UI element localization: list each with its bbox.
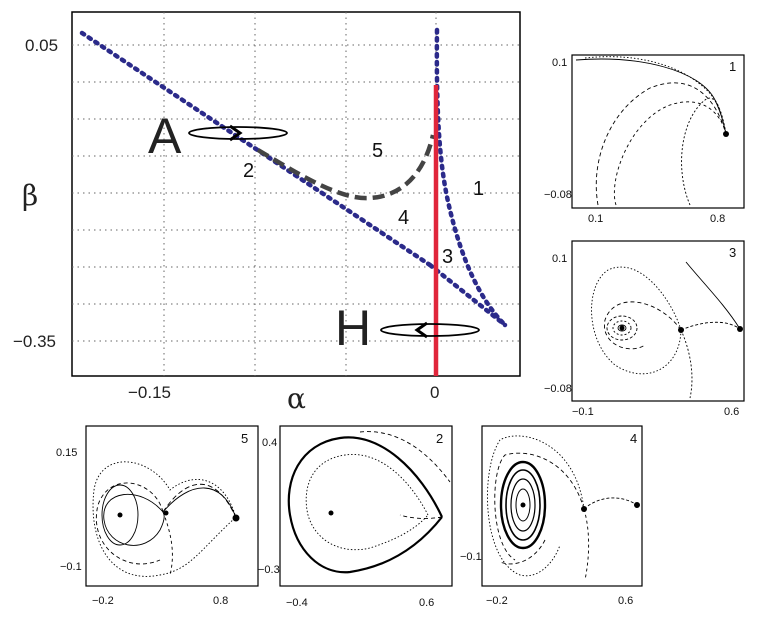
inset-4-node-point <box>634 502 640 508</box>
point-label-A: A <box>148 108 182 164</box>
inset-phase-portrait-2: 2 0.4 −0.3 −0.4 0.6 <box>258 425 453 609</box>
inset-4-cycle <box>515 488 531 522</box>
orbit-symbol-H <box>380 321 480 339</box>
inset-5-focus-point <box>117 512 123 518</box>
inset-4-cycle <box>510 478 536 532</box>
inset-4-saddle-point <box>581 506 587 512</box>
inset-3-frame <box>571 240 745 402</box>
inset-5-trajectory <box>96 482 164 565</box>
inset-4-focus-point <box>520 502 526 508</box>
inset-2-x-right: 0.6 <box>419 597 434 609</box>
x-tick-0: 0 <box>430 383 439 402</box>
region-label-4: 4 <box>398 207 409 229</box>
inset-4-trajectory <box>494 452 585 561</box>
point-label-H: H <box>335 300 371 356</box>
inset-5-node-point <box>232 514 240 522</box>
inset-5-saddle-point <box>163 510 169 516</box>
x-tick-neg0.15: −0.15 <box>128 383 171 402</box>
inset-1-x-right: 0.8 <box>710 213 725 225</box>
inset-3-trajectory <box>591 266 682 375</box>
inset-3-x-right: 0.6 <box>724 406 739 418</box>
main-grid <box>72 12 520 376</box>
inset-4-x-right: 0.6 <box>618 595 633 607</box>
inset-2-trajectory <box>305 454 429 551</box>
inset-2-y-top: 0.4 <box>262 437 277 449</box>
inset-5-x-right: 0.8 <box>213 595 228 607</box>
y-axis-label: β <box>22 179 38 212</box>
inset-5-trajectory <box>92 461 237 577</box>
inset-4-cycle <box>505 469 541 541</box>
inset-3-trajectory <box>680 321 741 331</box>
inset-3-spiral <box>606 315 638 341</box>
inset-4-trajectory <box>583 508 590 581</box>
inset-2-y-bottom: −0.3 <box>258 564 280 576</box>
inset-3-saddle-point <box>678 327 684 333</box>
inset-3-y-top: 0.1 <box>552 253 567 265</box>
inset-1-trajectory <box>613 101 727 206</box>
region-label-1: 1 <box>473 178 484 200</box>
inset-4-y-bottom: −0.1 <box>460 551 482 563</box>
dashed-homoclinic-curve <box>256 134 436 201</box>
inset-3-trajectory <box>685 261 741 330</box>
inset-5-trajectory <box>162 487 237 519</box>
inset-4-trajectory <box>583 497 638 510</box>
inset-4-number: 4 <box>630 431 637 446</box>
inset-phase-portrait-1: 1 0.1 −0.08 0.1 0.8 <box>544 54 745 225</box>
inset-phase-portrait-5: 5 0.15 −0.1 −0.2 0.8 <box>56 425 259 607</box>
inset-1-fixed-point <box>723 131 729 137</box>
main-plot-frame <box>71 11 521 377</box>
inset-4-trajectory <box>499 539 546 565</box>
inset-2-frame <box>279 425 453 587</box>
inset-phase-portrait-4: 4 −0.1 −0.2 0.6 <box>460 425 643 607</box>
inset-3-node-point <box>737 326 743 332</box>
inset-3-trajectory <box>604 301 682 350</box>
inset-5-trajectory <box>162 511 173 576</box>
inset-1-x-left: 0.1 <box>588 213 603 225</box>
inset-2-trajectory <box>399 514 443 519</box>
inset-3-number: 3 <box>729 245 736 260</box>
inset-5-number: 5 <box>241 431 248 446</box>
inset-1-trajectory <box>595 82 727 206</box>
inset-5-y-top: 0.15 <box>56 447 77 459</box>
inset-1-frame <box>571 54 745 209</box>
inset-3-y-bottom: −0.08 <box>544 383 572 395</box>
inset-2-number: 2 <box>436 431 443 446</box>
inset-4-cycle <box>499 460 547 550</box>
region-label-2: 2 <box>243 160 254 182</box>
inset-3-spiral <box>617 324 627 332</box>
inset-2-x-left: −0.4 <box>286 597 308 609</box>
inset-4-x-left: −0.2 <box>486 595 508 607</box>
inset-5-trajectory <box>103 493 165 546</box>
inset-2-limit-cycle <box>287 436 443 574</box>
orbit-symbol-A <box>188 124 288 142</box>
inset-3-x-left: −0.1 <box>572 406 594 418</box>
inset-4-trajectory <box>487 435 585 577</box>
inset-5-frame <box>85 425 259 587</box>
inset-5-y-bottom: −0.1 <box>60 561 82 573</box>
inset-3-spiral <box>612 320 632 336</box>
inset-phase-portrait-3: 3 0.1 −0.08 −0.1 0.6 <box>544 240 745 418</box>
bifurcation-curve-right-lower <box>427 262 508 328</box>
inset-1-trajectory <box>584 56 727 135</box>
inset-3-trajectory <box>680 329 693 399</box>
inset-5-trajectory <box>162 483 237 519</box>
y-tick-0.05: 0.05 <box>25 36 58 55</box>
inset-1-trajectory <box>681 97 727 206</box>
inset-5-x-left: −0.2 <box>92 595 114 607</box>
x-axis-label: α <box>287 382 306 415</box>
region-label-5: 5 <box>372 140 383 162</box>
inset-1-y-top: 0.1 <box>552 57 567 69</box>
inset-2-focus-point <box>328 510 334 516</box>
inset-3-focus-point <box>619 325 625 331</box>
inset-1-trajectory <box>575 58 727 135</box>
y-tick-neg0.35: −0.35 <box>13 332 56 351</box>
inset-4-frame <box>481 425 643 587</box>
bifurcation-curve-left <box>79 30 433 268</box>
main-bifurcation-diagram: A H 5 2 1 4 3 0.05 −0.35 −0.15 0 α β <box>13 11 521 415</box>
inset-1-number: 1 <box>729 59 736 74</box>
inset-5-loop <box>101 484 139 546</box>
region-label-3: 3 <box>442 246 453 268</box>
inset-1-y-bottom: −0.08 <box>544 189 572 201</box>
